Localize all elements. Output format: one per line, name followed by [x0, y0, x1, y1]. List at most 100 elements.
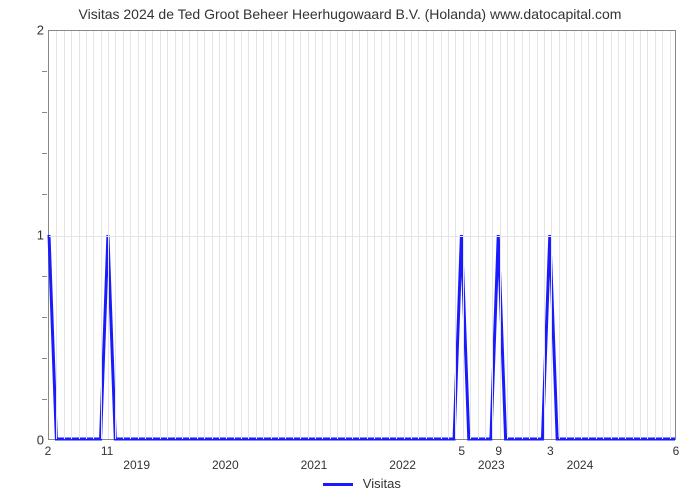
grid-vertical — [293, 31, 294, 439]
legend-swatch — [323, 483, 353, 486]
grid-vertical — [559, 31, 560, 439]
grid-vertical — [411, 31, 412, 439]
grid-vertical — [522, 31, 523, 439]
grid-vertical — [71, 31, 72, 439]
grid-vertical — [640, 31, 641, 439]
y-minor-tick — [42, 153, 47, 154]
grid-vertical — [256, 31, 257, 439]
y-minor-tick — [42, 71, 47, 72]
grid-vertical — [182, 31, 183, 439]
grid-vertical — [263, 31, 264, 439]
grid-vertical — [448, 31, 449, 439]
y-minor-tick — [42, 194, 47, 195]
grid-vertical — [330, 31, 331, 439]
chart-title: Visitas 2024 de Ted Groot Beheer Heerhug… — [0, 0, 700, 24]
grid-vertical — [588, 31, 589, 439]
grid-horizontal — [49, 236, 675, 237]
grid-vertical — [574, 31, 575, 439]
grid-vertical — [381, 31, 382, 439]
grid-vertical — [145, 31, 146, 439]
grid-vertical — [492, 31, 493, 439]
x-year-label: 2021 — [301, 458, 328, 472]
grid-vertical — [611, 31, 612, 439]
grid-vertical — [544, 31, 545, 439]
grid-vertical — [64, 31, 65, 439]
legend: Visitas — [48, 476, 676, 491]
grid-vertical — [529, 31, 530, 439]
grid-vertical — [285, 31, 286, 439]
grid-vertical — [248, 31, 249, 439]
y-minor-tick — [42, 399, 47, 400]
grid-vertical — [278, 31, 279, 439]
x-year-label: 2019 — [123, 458, 150, 472]
grid-vertical — [581, 31, 582, 439]
grid-vertical — [633, 31, 634, 439]
grid-vertical — [514, 31, 515, 439]
grid-vertical — [426, 31, 427, 439]
legend-label: Visitas — [363, 476, 401, 491]
grid-vertical — [352, 31, 353, 439]
grid-vertical — [204, 31, 205, 439]
grid-vertical — [226, 31, 227, 439]
grid-vertical — [603, 31, 604, 439]
grid-vertical — [79, 31, 80, 439]
y-minor-tick — [42, 358, 47, 359]
x-value-label: 9 — [495, 444, 502, 458]
grid-vertical — [123, 31, 124, 439]
grid-vertical — [86, 31, 87, 439]
grid-vertical — [566, 31, 567, 439]
grid-vertical — [500, 31, 501, 439]
y-minor-tick — [42, 317, 47, 318]
y-tick-label: 1 — [20, 228, 44, 243]
grid-vertical — [234, 31, 235, 439]
x-value-label: 3 — [547, 444, 554, 458]
x-year-label: 2020 — [212, 458, 239, 472]
grid-vertical — [470, 31, 471, 439]
grid-vertical — [596, 31, 597, 439]
x-value-label: 2 — [45, 444, 52, 458]
grid-vertical — [655, 31, 656, 439]
grid-vertical — [197, 31, 198, 439]
x-year-label: 2024 — [567, 458, 594, 472]
grid-vertical — [367, 31, 368, 439]
grid-vertical — [647, 31, 648, 439]
grid-vertical — [212, 31, 213, 439]
grid-vertical — [167, 31, 168, 439]
grid-vertical — [374, 31, 375, 439]
grid-vertical — [115, 31, 116, 439]
x-value-label: 6 — [673, 444, 680, 458]
grid-vertical — [175, 31, 176, 439]
grid-vertical — [359, 31, 360, 439]
x-value-label: 11 — [101, 444, 113, 458]
y-minor-tick — [42, 276, 47, 277]
grid-vertical — [300, 31, 301, 439]
y-minor-tick — [42, 112, 47, 113]
grid-vertical — [389, 31, 390, 439]
grid-vertical — [537, 31, 538, 439]
grid-vertical — [345, 31, 346, 439]
x-year-label: 2023 — [478, 458, 505, 472]
grid-vertical — [337, 31, 338, 439]
grid-vertical — [101, 31, 102, 439]
grid-vertical — [108, 31, 109, 439]
grid-vertical — [662, 31, 663, 439]
grid-vertical — [241, 31, 242, 439]
grid-vertical — [396, 31, 397, 439]
grid-vertical — [130, 31, 131, 439]
x-value-label: 5 — [458, 444, 465, 458]
grid-vertical — [670, 31, 671, 439]
y-tick-label: 0 — [20, 433, 44, 448]
grid-vertical — [404, 31, 405, 439]
grid-vertical — [625, 31, 626, 439]
x-year-label: 2022 — [389, 458, 416, 472]
grid-vertical — [93, 31, 94, 439]
grid-vertical — [485, 31, 486, 439]
grid-vertical — [152, 31, 153, 439]
grid-vertical — [455, 31, 456, 439]
grid-vertical — [138, 31, 139, 439]
grid-vertical — [478, 31, 479, 439]
plot-area — [48, 30, 676, 440]
grid-vertical — [551, 31, 552, 439]
grid-vertical — [463, 31, 464, 439]
grid-vertical — [160, 31, 161, 439]
